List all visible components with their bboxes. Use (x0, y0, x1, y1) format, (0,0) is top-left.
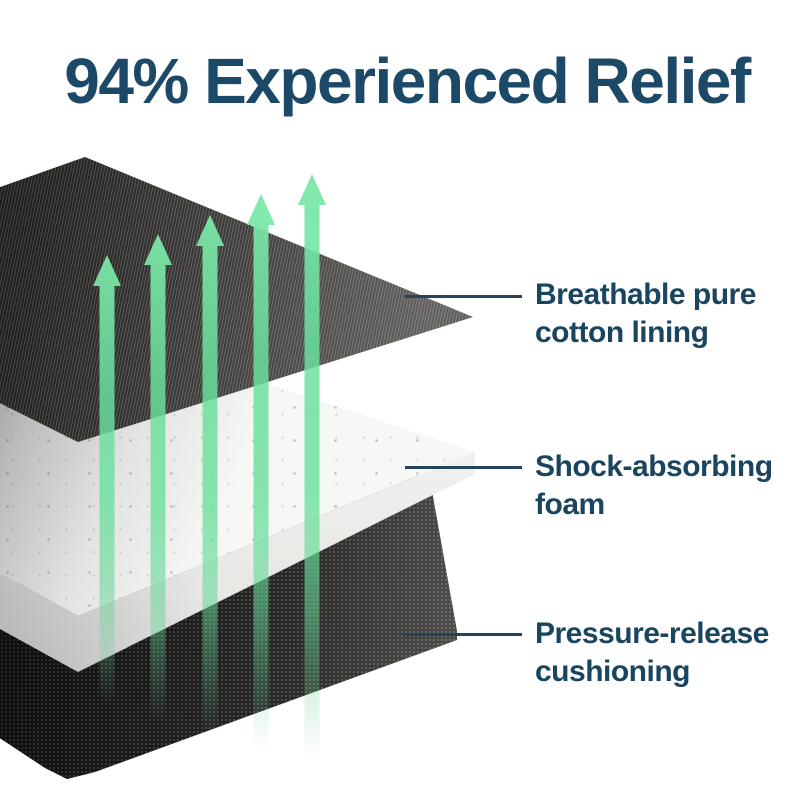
layer-label-foam: Shock-absorbing foam (535, 450, 773, 522)
layer-label-cotton: Breathable pure cotton lining (535, 278, 756, 350)
leader-line-cushioning (403, 633, 522, 636)
layer-label-cushioning: Pressure-release cushioning (535, 617, 769, 689)
leader-line-foam (405, 466, 522, 469)
leader-line-cotton (405, 295, 522, 298)
headline: 94% Experienced Relief (64, 45, 751, 117)
